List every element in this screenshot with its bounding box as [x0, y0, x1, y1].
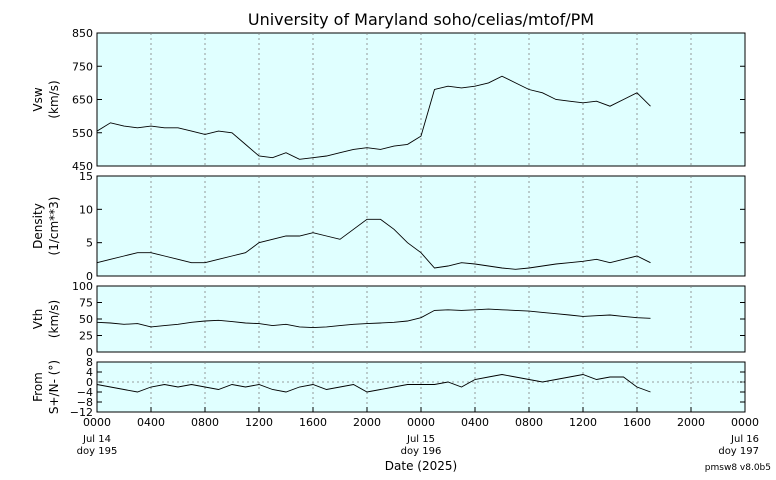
x-date-label: Jul 14: [82, 434, 111, 445]
x-tick-label: 2000: [353, 416, 381, 429]
y-axis-label: Vsw: [31, 87, 45, 111]
x-date-label: Jul 15: [406, 434, 435, 445]
x-tick-label: 0000: [407, 416, 435, 429]
x-tick-label: 0000: [83, 416, 111, 429]
x-tick-label: 0400: [461, 416, 489, 429]
y-tick-label: 25: [79, 330, 93, 343]
series-line: [96, 374, 651, 393]
y-axis-unit: (km/s): [47, 80, 61, 118]
panel-1: 850 750 650 550 450 Vsw (km/s): [31, 27, 746, 173]
y-tick-label: −12: [70, 406, 93, 419]
y-tick-label: 5: [86, 237, 93, 250]
y-tick-label: −4: [77, 386, 93, 399]
x-tick-label: 2000: [677, 416, 705, 429]
x-tick-label: 1200: [245, 416, 273, 429]
series-line: [96, 218, 651, 270]
y-axis-unit: (1/cm**3): [47, 197, 61, 256]
y-tick-label: 10: [79, 203, 93, 216]
chart-title: University of Maryland soho/celias/mtof/…: [248, 10, 594, 29]
x-tick-label: 1600: [299, 416, 327, 429]
x-axis: 0000 0400 0800 1200 1600 2000 0000 0400 0800 1200…: [77, 407, 759, 457]
x-tick-label: 0800: [515, 416, 543, 429]
y-tick-label: 0: [86, 376, 93, 389]
x-date-label: Jul 16: [730, 434, 759, 445]
y-tick-label: 850: [72, 27, 93, 40]
y-axis-unit: S+/N- (°): [47, 360, 61, 414]
y-tick-label: 450: [72, 160, 93, 173]
series-line: [96, 308, 651, 329]
y-tick-label: 650: [72, 94, 93, 107]
y-axis-unit: (km/s): [47, 300, 61, 338]
x-tick-label: 0800: [191, 416, 219, 429]
y-tick-label: 0: [86, 346, 93, 359]
version-footer: pmsw8 v8.0b5: [705, 463, 771, 473]
panel-2: 15 10 5 0 Density (1/cm**3): [31, 170, 746, 283]
y-tick-label: 4: [86, 366, 93, 379]
y-tick-label: 0: [86, 270, 93, 283]
y-tick-label: 100: [72, 280, 93, 293]
x-tick-label: 0400: [137, 416, 165, 429]
series-line: [96, 75, 651, 160]
x-tick-label: 1600: [623, 416, 651, 429]
x-tick-label: 0000: [731, 416, 759, 429]
x-doy-label: doy 197: [718, 446, 759, 457]
y-tick-label: −8: [77, 396, 93, 409]
x-tick-label: 1200: [569, 416, 597, 429]
y-tick-label: 550: [72, 127, 93, 140]
y-axis-label: From: [31, 372, 45, 402]
panel-3: 100 75 50 25 0 Vth (km/s): [31, 280, 746, 359]
y-axis-label: Density: [31, 203, 45, 249]
panel-4: 840−4−8−12 From S+/N- (°): [31, 356, 746, 419]
y-axis-label: Vth: [31, 309, 45, 330]
y-tick-label: 15: [79, 170, 93, 183]
y-tick-label: 8: [86, 356, 93, 369]
x-doy-label: doy 195: [77, 446, 118, 457]
x-doy-label: doy 196: [401, 446, 442, 457]
y-tick-label: 50: [79, 313, 93, 326]
x-axis-label: Date (2025): [385, 459, 457, 473]
y-tick-label: 75: [79, 297, 93, 310]
y-tick-label: 750: [72, 60, 93, 73]
